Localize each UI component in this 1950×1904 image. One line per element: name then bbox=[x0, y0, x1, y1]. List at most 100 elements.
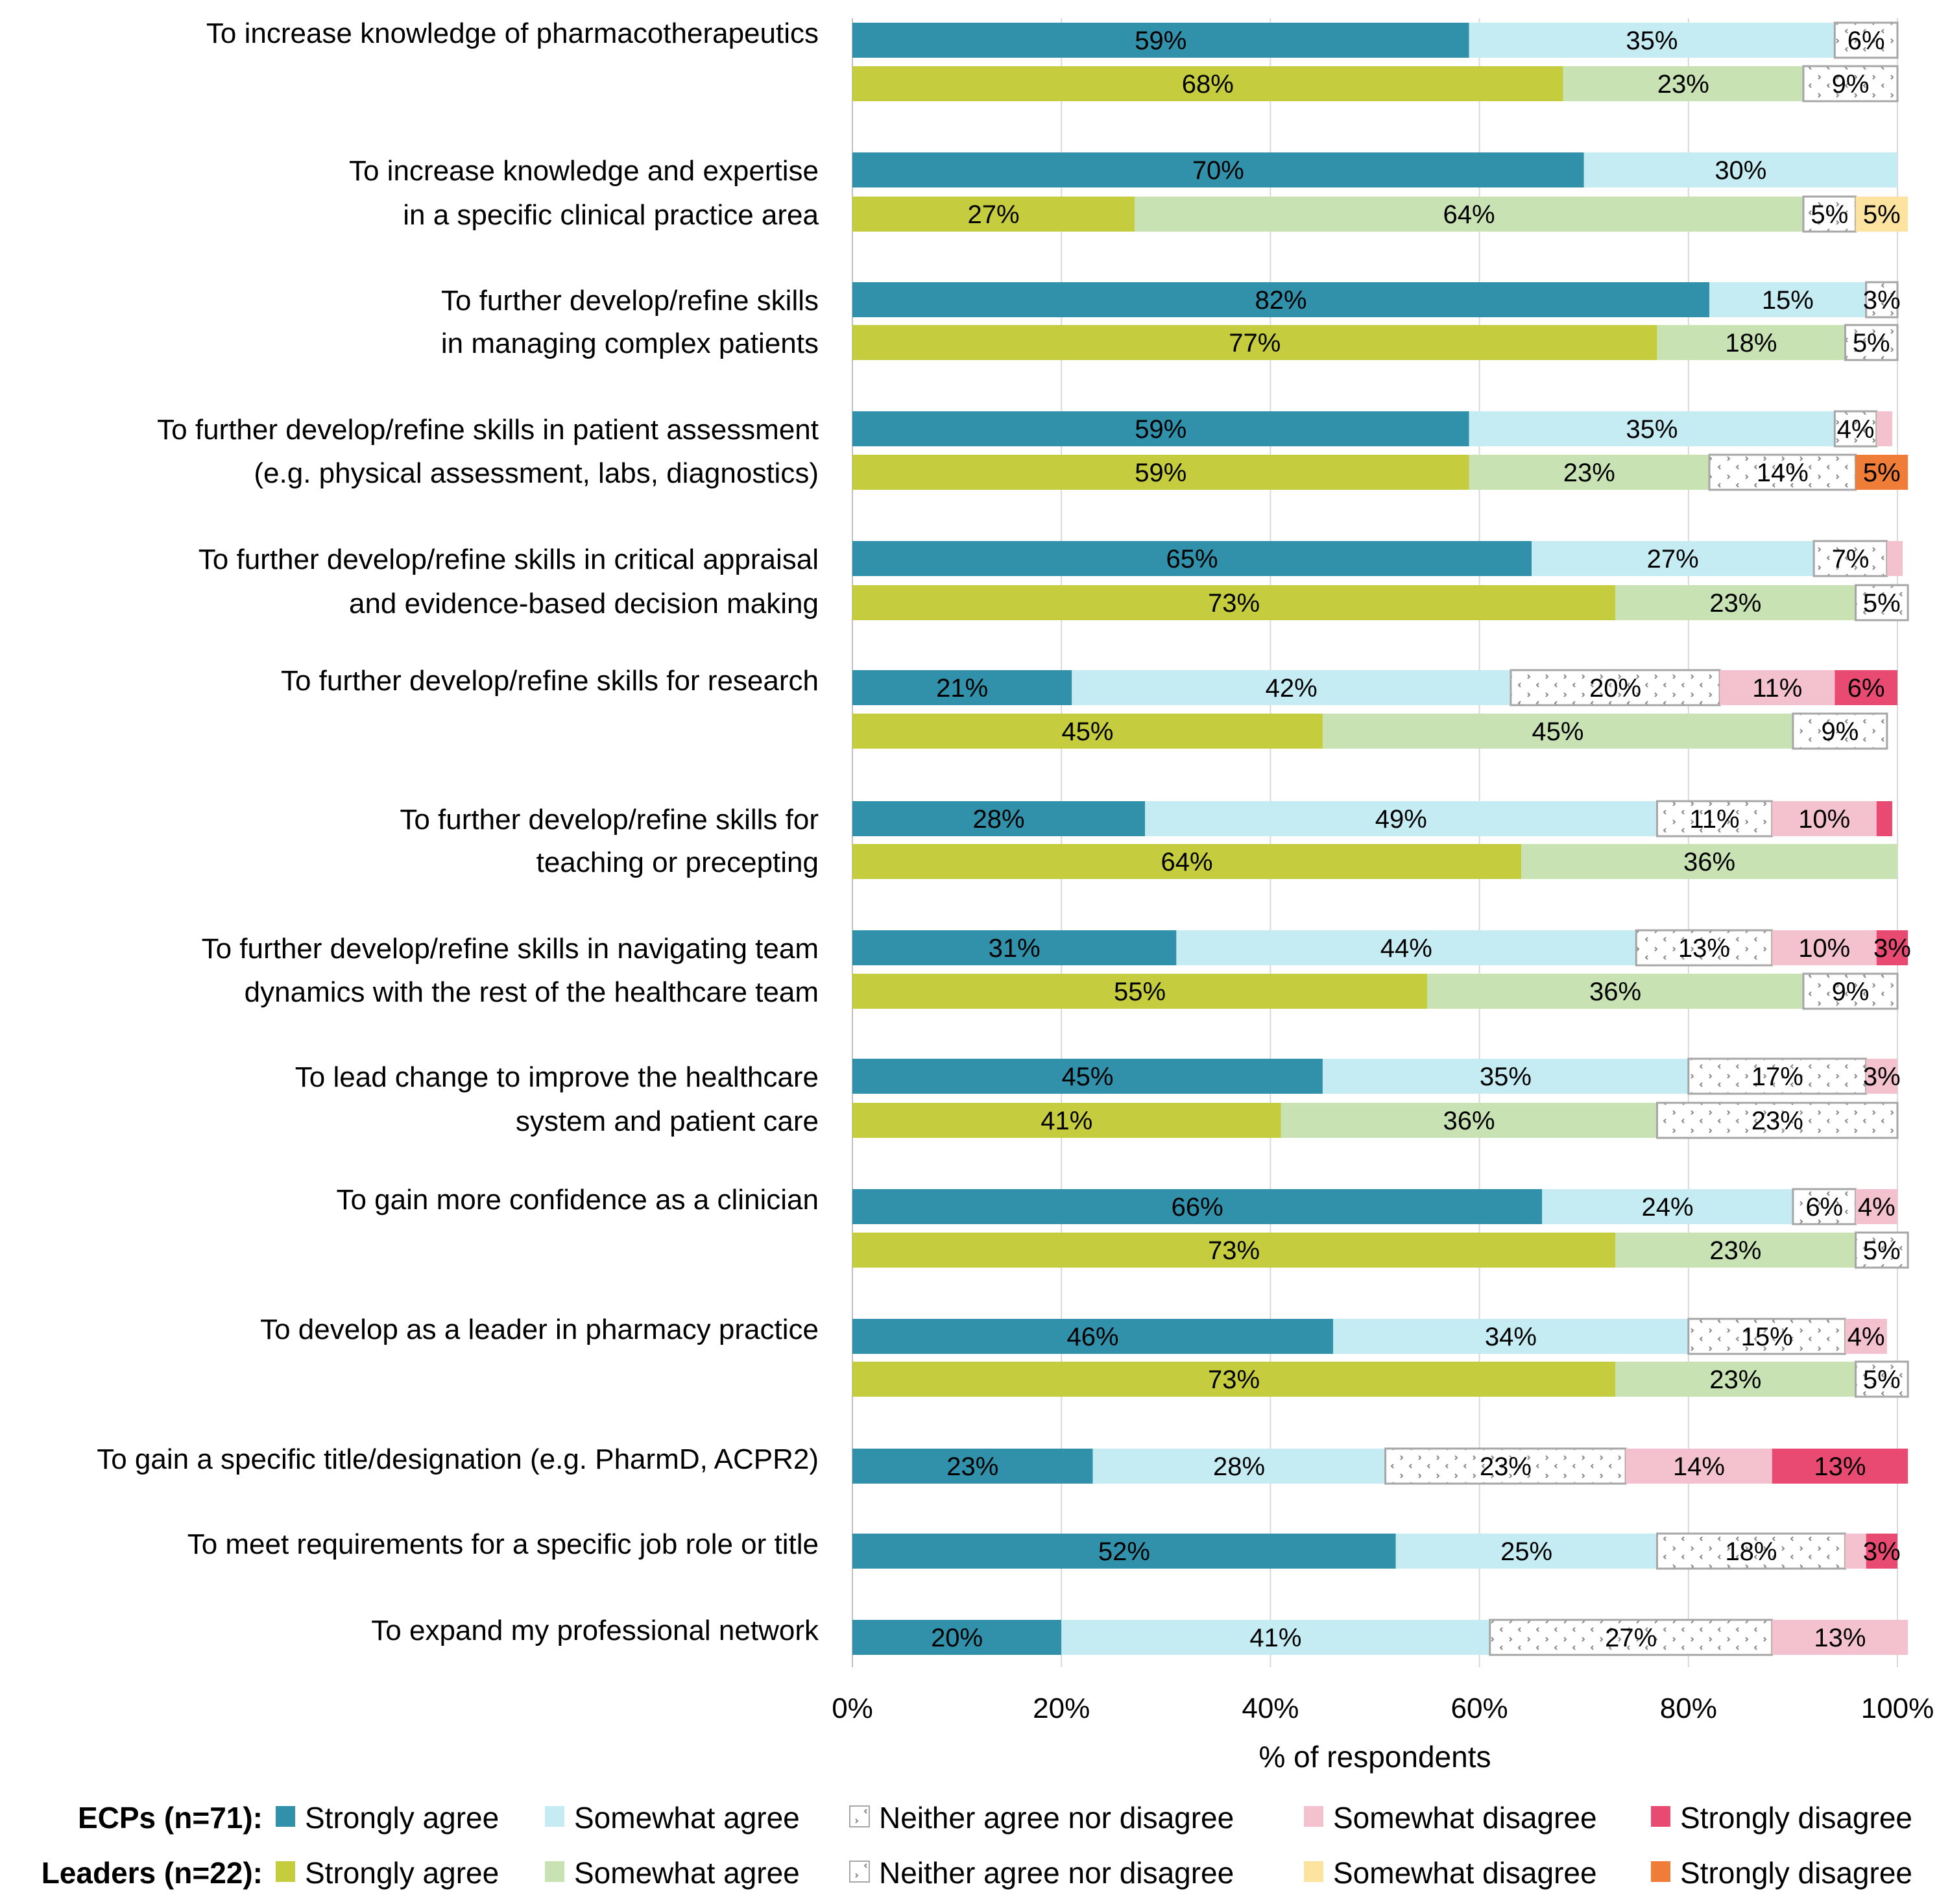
bar-segment-ecp-neither-agree-nor-disagree bbox=[1812, 540, 1888, 577]
bar-segment-leader-strongly-agree bbox=[852, 455, 1469, 490]
data-label: 55% bbox=[1114, 978, 1166, 1006]
bar-segment-leader-somewhat-agree bbox=[1615, 585, 1856, 620]
data-label: 64% bbox=[1161, 848, 1212, 876]
bar-segment-leader-strongly-agree bbox=[852, 714, 1323, 749]
data-label: 17% bbox=[1751, 1063, 1803, 1091]
bar-segment-ecp-neither-agree-nor-disagree bbox=[1687, 1057, 1868, 1095]
legend-swatch bbox=[545, 1806, 564, 1827]
data-label: 23% bbox=[946, 1452, 998, 1481]
legend-swatch bbox=[545, 1861, 564, 1882]
bar-segment-ecp-strongly-agree bbox=[852, 411, 1469, 446]
category-label: To gain more confidence as a clinician bbox=[336, 1184, 819, 1216]
category-label: teaching or precepting bbox=[536, 847, 819, 878]
bar-segment-leader-somewhat-agree bbox=[1427, 974, 1804, 1009]
bar-segment-ecp-strongly-agree bbox=[852, 1620, 1062, 1655]
x-tick-label: 20% bbox=[1033, 1693, 1090, 1724]
data-label: 23% bbox=[1709, 1236, 1761, 1265]
bar-segment-leader-strongly-agree bbox=[852, 325, 1657, 360]
bar-segment-ecp-somewhat-disagree bbox=[1876, 411, 1892, 446]
data-label: 27% bbox=[1647, 545, 1699, 573]
category-label: To increase knowledge and expertise bbox=[349, 155, 819, 187]
data-label: 9% bbox=[1821, 717, 1859, 746]
bar-segment-leader-somewhat-agree bbox=[1521, 844, 1897, 879]
bar-segment-ecp-strongly-agree bbox=[852, 282, 1710, 317]
data-label: 9% bbox=[1832, 978, 1870, 1006]
bar-segment-leader-somewhat-disagree bbox=[1855, 197, 1908, 232]
x-tick-label: 100% bbox=[1861, 1693, 1934, 1724]
bar-segment-leader-somewhat-agree bbox=[1563, 66, 1804, 101]
legend-swatch bbox=[1651, 1806, 1670, 1827]
category-label: To meet requirements for a specific job … bbox=[187, 1528, 819, 1560]
bar-segment-leader-neither-agree-nor-disagree bbox=[1844, 324, 1899, 361]
bar-segment-leader-strongly-agree bbox=[852, 1103, 1281, 1138]
bar-segment-ecp-somewhat-agree bbox=[1709, 282, 1866, 317]
category-label: To gain a specific title/designation (e.… bbox=[97, 1443, 819, 1475]
category-label: in managing complex patients bbox=[441, 328, 819, 359]
bar-segment-ecp-somewhat-agree bbox=[1542, 1189, 1793, 1224]
legend-item-label: Strongly disagree bbox=[1680, 1856, 1912, 1890]
bar-segment-ecp-somewhat-disagree bbox=[1720, 670, 1835, 705]
bar-segment-ecp-somewhat-disagree bbox=[1626, 1449, 1772, 1484]
bar-segment-leader-strongly-agree bbox=[852, 1362, 1616, 1397]
bar-segment-ecp-strongly-disagree bbox=[1772, 1449, 1908, 1484]
bar-segment-ecp-somewhat-agree bbox=[1583, 152, 1897, 187]
data-label: 5% bbox=[1863, 589, 1901, 618]
category-label: To further develop/refine skills for bbox=[400, 804, 819, 836]
data-label: 73% bbox=[1208, 589, 1260, 618]
bar-segment-ecp-strongly-agree bbox=[852, 1534, 1396, 1569]
bar-segment-leader-strongly-agree bbox=[852, 66, 1563, 101]
bar-segment-leader-strongly-agree bbox=[852, 197, 1135, 232]
data-label: 41% bbox=[1041, 1107, 1092, 1135]
bar-segment-ecp-strongly-disagree bbox=[1876, 801, 1892, 836]
data-label: 15% bbox=[1762, 286, 1814, 315]
data-label: 5% bbox=[1811, 200, 1848, 229]
data-label: 41% bbox=[1249, 1624, 1301, 1652]
category-labels: To increase knowledge of pharmacotherape… bbox=[97, 18, 819, 1646]
data-label: 45% bbox=[1061, 1063, 1113, 1091]
data-label: 28% bbox=[1213, 1452, 1265, 1481]
data-label: 18% bbox=[1725, 1537, 1777, 1566]
category-label: (e.g. physical assessment, labs, diagnos… bbox=[254, 457, 819, 489]
bar-segment-ecp-neither-agree-nor-disagree bbox=[1635, 929, 1774, 967]
data-label: 4% bbox=[1837, 415, 1875, 444]
legend-item-label: Strongly disagree bbox=[1680, 1801, 1912, 1835]
bar-segment-leader-somewhat-agree bbox=[1469, 455, 1710, 490]
data-label: 59% bbox=[1135, 415, 1186, 444]
bar-segment-leader-strongly-disagree bbox=[1855, 455, 1908, 490]
legend-item-label: Strongly agree bbox=[305, 1856, 499, 1890]
bar-segment-leader-neither-agree-nor-disagree bbox=[1655, 1102, 1899, 1139]
bar-segment-leader-strongly-agree bbox=[852, 585, 1616, 620]
data-label: 73% bbox=[1208, 1236, 1260, 1265]
bar-segment-leader-neither-agree-nor-disagree bbox=[1855, 1360, 1909, 1398]
category-label: To further develop/refine skills in navi… bbox=[202, 933, 819, 965]
legend-swatch bbox=[276, 1861, 295, 1882]
bar-segment-ecp-strongly-agree bbox=[852, 930, 1177, 965]
data-label: 20% bbox=[931, 1624, 983, 1652]
data-label: 3% bbox=[1863, 1063, 1901, 1091]
bar-segment-ecp-somewhat-disagree bbox=[1855, 1189, 1897, 1224]
data-label: 45% bbox=[1532, 717, 1583, 746]
data-label: 23% bbox=[1709, 589, 1761, 618]
data-label: 46% bbox=[1066, 1323, 1118, 1351]
category-label: in a specific clinical practice area bbox=[403, 199, 819, 231]
data-label: 31% bbox=[989, 934, 1041, 963]
data-label: 44% bbox=[1380, 934, 1432, 963]
data-label: 11% bbox=[1752, 674, 1802, 703]
data-label: 4% bbox=[1848, 1323, 1885, 1351]
bar-segment-leader-strongly-agree bbox=[852, 974, 1428, 1009]
category-label: dynamics with the rest of the healthcare… bbox=[245, 976, 819, 1008]
data-label: 5% bbox=[1863, 1366, 1901, 1394]
data-label: 68% bbox=[1182, 70, 1234, 99]
data-label: 20% bbox=[1589, 674, 1641, 703]
legend-item-label: Neither agree nor disagree bbox=[879, 1801, 1234, 1835]
data-label: 35% bbox=[1626, 415, 1678, 444]
data-label: 3% bbox=[1873, 934, 1911, 963]
data-label: 35% bbox=[1480, 1063, 1532, 1091]
legend-group-label: ECPs (n=71): bbox=[78, 1801, 263, 1835]
data-label: 27% bbox=[1605, 1624, 1657, 1652]
bar-segment-leader-neither-agree-nor-disagree bbox=[1855, 584, 1909, 621]
bar-segment-leader-strongly-agree bbox=[852, 844, 1522, 879]
bar-segment-ecp-neither-agree-nor-disagree bbox=[1655, 800, 1774, 838]
bar-segment-ecp-somewhat-agree bbox=[1333, 1319, 1689, 1354]
